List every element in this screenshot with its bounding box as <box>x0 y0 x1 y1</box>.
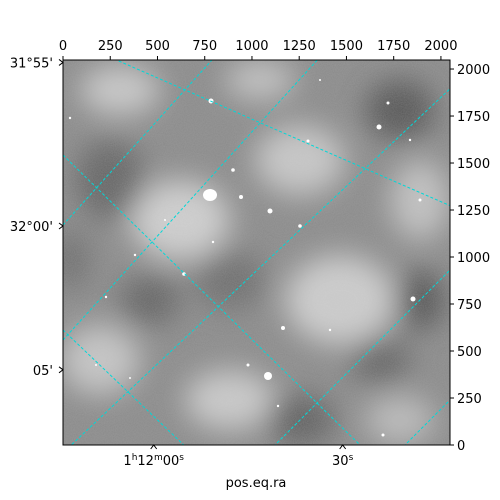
y-tick-label: 750 <box>457 298 482 313</box>
grid-line <box>63 329 185 445</box>
y-tick-label: 1000 <box>457 251 490 266</box>
dec-tick <box>58 59 64 66</box>
ra-tick-label: 30s <box>332 453 354 469</box>
dec-tick <box>58 366 64 374</box>
grid-line <box>63 154 361 445</box>
grid-line <box>63 60 318 341</box>
dec-tick <box>58 222 64 230</box>
y-tick-label: 2000 <box>457 63 490 78</box>
x-tick-label: 1250 <box>283 39 316 54</box>
x-tick-label: 1500 <box>330 39 363 54</box>
grid-line <box>404 399 450 445</box>
ra-tick <box>150 444 158 450</box>
x-tick-label: 2000 <box>424 39 457 54</box>
left-dec-axis: 31°55' 32°00' 05' <box>10 56 64 379</box>
ra-tick-label: 1h12m00s <box>123 453 184 469</box>
dec-tick-label: 05' <box>33 364 53 379</box>
x-tick-label: 1000 <box>235 39 268 54</box>
x-tick-label: 1750 <box>377 39 410 54</box>
plot-frame <box>62 59 451 446</box>
y-tick-label: 1750 <box>457 110 490 125</box>
right-pixel-axis: 0 250 500 750 1000 1250 1500 1750 2000 <box>450 63 490 454</box>
x-tick-label: 250 <box>98 39 123 54</box>
x-tick-label: 750 <box>192 39 217 54</box>
grid-line <box>115 60 450 207</box>
bottom-ra-axis: 1h12m00s 30s <box>123 444 354 469</box>
celestial-grid <box>63 60 450 445</box>
x-tick-label: 0 <box>59 39 67 54</box>
grid-line <box>274 269 450 445</box>
sky-image <box>63 60 450 445</box>
y-tick-label: 1500 <box>457 157 490 172</box>
x-tick-label: 500 <box>145 39 170 54</box>
dec-tick-label: 32°00' <box>10 220 53 235</box>
y-tick-label: 1250 <box>457 204 490 219</box>
grid-line <box>70 88 450 445</box>
y-tick-label: 500 <box>457 345 482 360</box>
dec-tick-label: 31°55' <box>10 56 53 71</box>
x-axis-title: pos.eq.ra <box>226 476 287 491</box>
y-tick-label: 250 <box>457 392 482 407</box>
top-pixel-axis: 0 250 500 750 1000 1250 1500 1750 2000 <box>59 39 457 60</box>
y-tick-label: 0 <box>457 439 465 454</box>
grid-line <box>63 60 213 226</box>
ra-tick <box>339 444 347 450</box>
